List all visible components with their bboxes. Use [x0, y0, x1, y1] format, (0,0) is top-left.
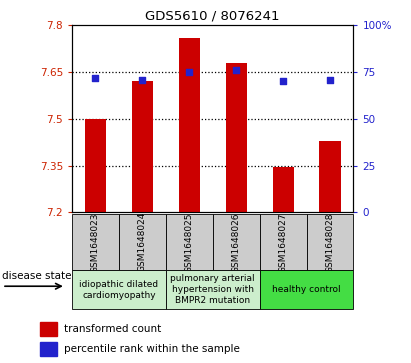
- Text: disease state: disease state: [2, 271, 72, 281]
- Bar: [272, 167, 293, 212]
- Text: pulmonary arterial
hypertension with
BMPR2 mutation: pulmonary arterial hypertension with BMP…: [171, 274, 255, 305]
- Point: [92, 75, 99, 81]
- Bar: [40, 322, 58, 336]
- Bar: [72, 270, 166, 309]
- Text: GSM1648024: GSM1648024: [138, 212, 147, 273]
- Bar: [260, 270, 353, 309]
- Bar: [119, 214, 166, 270]
- Bar: [166, 214, 213, 270]
- Bar: [319, 141, 341, 212]
- Text: GSM1648025: GSM1648025: [185, 212, 194, 273]
- Bar: [132, 81, 153, 212]
- Text: GSM1648026: GSM1648026: [232, 212, 241, 273]
- Point: [186, 69, 192, 75]
- Point: [233, 68, 240, 73]
- Bar: [260, 214, 307, 270]
- Text: transformed count: transformed count: [64, 325, 161, 334]
- Bar: [226, 63, 247, 212]
- Point: [280, 79, 286, 85]
- Text: GSM1648027: GSM1648027: [279, 212, 288, 273]
- Text: GSM1648028: GSM1648028: [326, 212, 335, 273]
- Text: healthy control: healthy control: [272, 285, 341, 294]
- Point: [139, 77, 145, 82]
- Bar: [85, 119, 106, 212]
- Bar: [72, 214, 119, 270]
- Bar: [40, 342, 58, 356]
- Text: idiopathic dilated
cardiomyopathy: idiopathic dilated cardiomyopathy: [79, 280, 158, 300]
- Bar: [179, 38, 200, 212]
- Point: [327, 77, 333, 82]
- Bar: [307, 214, 353, 270]
- Text: percentile rank within the sample: percentile rank within the sample: [64, 344, 240, 354]
- Title: GDS5610 / 8076241: GDS5610 / 8076241: [145, 10, 280, 23]
- Text: GSM1648023: GSM1648023: [91, 212, 100, 273]
- Bar: [213, 214, 260, 270]
- Bar: [166, 270, 260, 309]
